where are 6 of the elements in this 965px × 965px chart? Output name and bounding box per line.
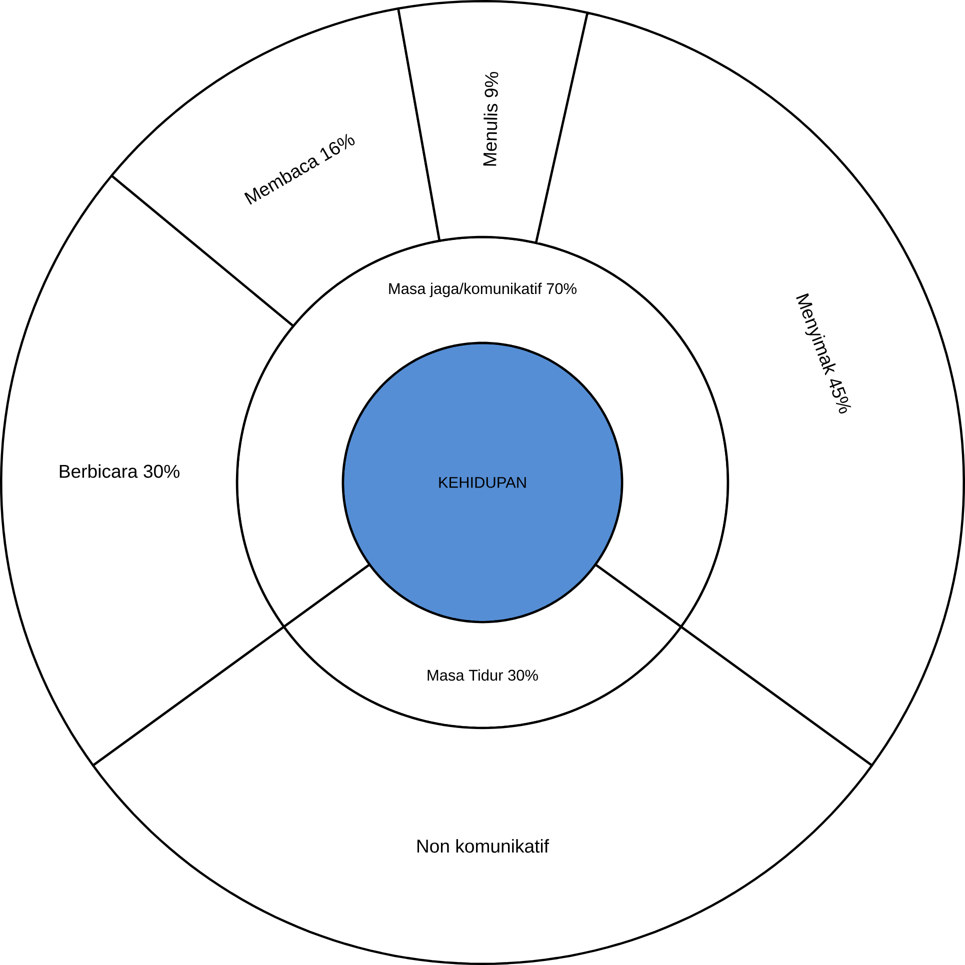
text: KEHIDUPAN [439, 477, 526, 488]
slice-label: Menulis 9% [483, 72, 498, 166]
slice-label: Berbicara 30% [60, 464, 180, 478]
slice-label: Masa jaga/komunikatif 70% [389, 282, 576, 298]
slice-label: Masa Tidur 30% [428, 669, 538, 681]
slice-label: Non komunikatif [417, 839, 550, 853]
